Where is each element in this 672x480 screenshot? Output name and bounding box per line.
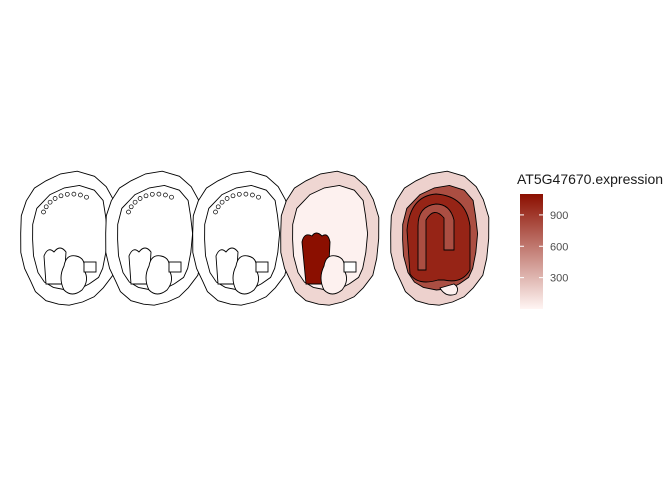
- endothelium-cell: [84, 194, 89, 200]
- legend-title: AT5G47670.expression: [517, 171, 663, 187]
- chalazal-cyst: [343, 261, 357, 273]
- endothelium-cell: [149, 191, 155, 197]
- endothelium-cell: [250, 192, 255, 198]
- endothelium-cell: [41, 209, 46, 215]
- endothelium-cell: [213, 209, 218, 215]
- seed-panel-3: [192, 170, 292, 306]
- seed-panels-group: [20, 170, 490, 306]
- endothelium-cell: [215, 204, 221, 210]
- endothelium-cell: [230, 193, 236, 199]
- embryo-groove: [417, 203, 455, 271]
- legend-colorbar: [520, 194, 543, 309]
- seed-panel-5: [390, 170, 490, 306]
- endothelium-cell: [219, 199, 225, 205]
- legend-ticks: 300 600 900: [520, 210, 568, 285]
- endothelium-cell: [71, 191, 77, 197]
- legend-tick-label: 600: [550, 241, 568, 253]
- suspensor-region: [232, 255, 259, 295]
- seed-panel-2: [105, 170, 205, 306]
- embryo-region: [43, 247, 67, 285]
- endothelium-cell: [163, 192, 168, 198]
- endothelium-cell: [78, 192, 83, 198]
- seed-panel-1: [20, 170, 120, 306]
- legend: AT5G47670.expression 300 600 900: [517, 171, 663, 309]
- endothelium-cell: [128, 204, 134, 210]
- endothelium-cell: [132, 199, 138, 205]
- endothelium-cell: [58, 193, 64, 199]
- embryo-region: [215, 247, 239, 285]
- endothelium-cell: [137, 196, 143, 201]
- suspensor-region: [145, 255, 172, 295]
- endothelium-cell: [126, 209, 131, 215]
- suspensor-region: [60, 255, 87, 295]
- endothelium-cell: [243, 191, 249, 197]
- chalazal-cyst: [83, 261, 97, 273]
- endothelium-cell: [169, 194, 174, 200]
- endothelium-cell: [256, 194, 261, 200]
- suspensor-region: [320, 255, 347, 295]
- endothelium-cell: [43, 204, 49, 210]
- chalazal-cyst: [255, 261, 269, 273]
- endothelium-cell: [47, 199, 53, 205]
- embryo-region: [128, 247, 152, 285]
- endothelium-cell: [52, 196, 58, 201]
- seed-panel-4: [280, 170, 380, 306]
- legend-tick-label: 900: [550, 210, 568, 222]
- endothelium-cell: [156, 191, 162, 197]
- endothelium-cell: [64, 191, 70, 197]
- suspensor-region: [439, 283, 459, 296]
- legend-tick-label: 300: [550, 273, 568, 285]
- chalazal-cyst: [168, 261, 182, 273]
- endothelium-cell: [224, 196, 230, 201]
- endothelium-cell: [236, 191, 242, 197]
- endothelium-cell: [143, 193, 149, 199]
